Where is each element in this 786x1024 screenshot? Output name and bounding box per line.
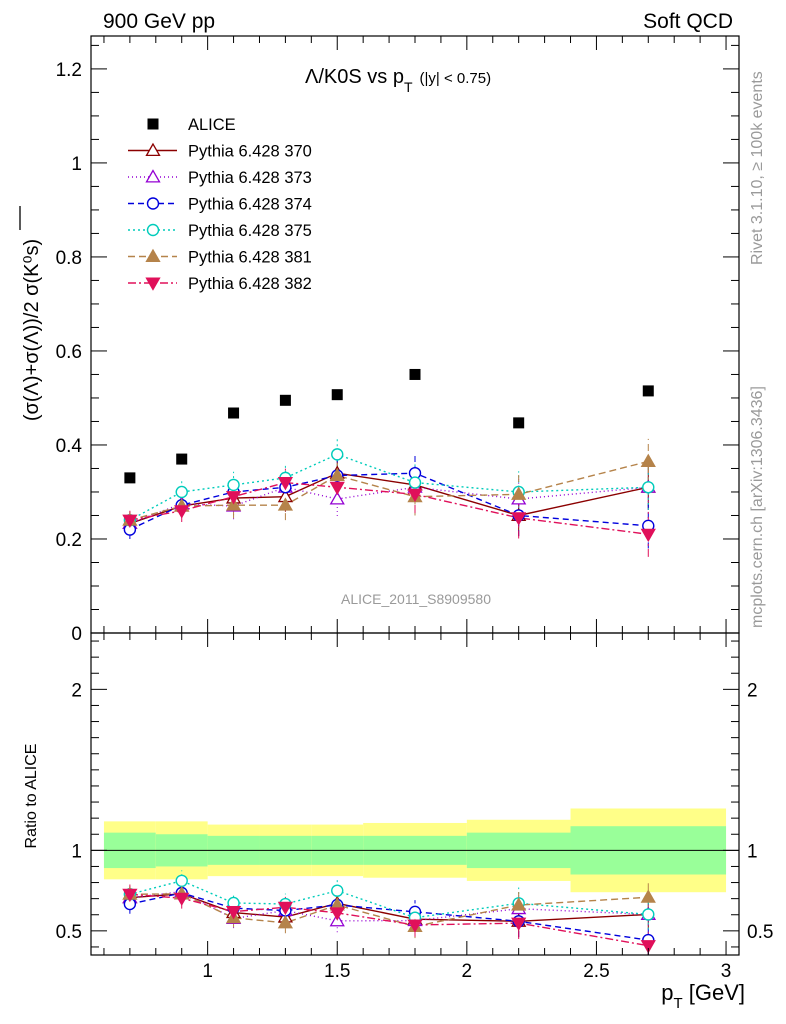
y-tick-label: 0.6: [56, 342, 82, 363]
series-marker: [227, 478, 240, 492]
x-tick-label: 1.5: [324, 961, 350, 982]
series-marker: [408, 476, 422, 489]
rivet-version-text: Rivet 3.1.10, ≥ 100k events: [749, 71, 766, 265]
x-tick-label: 3: [721, 961, 732, 982]
chart-title: Λ/K0S vs pT (|y| < 0.75): [305, 66, 491, 95]
ratio-series-line: [129, 893, 649, 928]
legend-label: Pythia 6.428 381: [188, 249, 312, 267]
y-tick-label: 1.2: [56, 60, 82, 81]
series-marker: [329, 491, 345, 505]
legend-marker: [147, 118, 159, 130]
ratio-marker: [511, 917, 527, 931]
ratio-marker: [329, 907, 345, 921]
series-marker: [407, 488, 423, 503]
legend-label: Pythia 6.428 382: [188, 275, 312, 293]
series-line: [129, 453, 649, 521]
ratio-y-tick-label: 1: [747, 841, 758, 862]
y-tick-label: 0.4: [56, 436, 83, 457]
series-marker: [329, 467, 345, 482]
ratio-marker: [225, 906, 242, 920]
mcplots-reference-text: mcplots.cern.ch [arXiv:1306.3436]: [749, 386, 766, 628]
legend-marker: [146, 223, 160, 237]
ratio-marker: [277, 901, 294, 916]
series-marker: [642, 481, 655, 494]
ratio-y-tick-label: 2: [747, 680, 758, 701]
legend-marker: [145, 142, 161, 157]
ratio-series-line: [129, 893, 649, 947]
ratio-marker: [122, 888, 138, 903]
ratio-marker: [407, 919, 423, 933]
data-point: [176, 453, 188, 465]
legend-label: Pythia 6.428 373: [188, 169, 312, 187]
ratio-marker: [331, 884, 344, 897]
data-point: [124, 472, 136, 484]
header-right: Soft QCD: [643, 10, 733, 33]
legend-marker: [145, 248, 161, 263]
ratio-marker: [277, 915, 294, 929]
legend-marker: [146, 197, 160, 210]
ratio-marker: [642, 908, 655, 921]
ratio-marker: [175, 874, 188, 888]
series-line: [129, 481, 649, 535]
series-marker: [640, 453, 656, 467]
series-marker: [277, 497, 294, 511]
data-point: [642, 385, 654, 397]
data-point: [228, 407, 240, 419]
series-line: [129, 486, 649, 525]
y-tick-label: 0.2: [56, 530, 82, 551]
x-tick-label: 2: [462, 961, 473, 982]
x-axis-label: pT [GeV]: [661, 980, 745, 1012]
data-point: [279, 394, 291, 406]
legend: ALICE Pythia 6.428 370 Pythia 6.428 373 Pyt…: [128, 116, 312, 293]
series-line: [129, 460, 649, 521]
ratio-marker: [174, 892, 190, 907]
ratio-marker: [640, 940, 656, 954]
data-point: [331, 389, 343, 401]
series-marker: [175, 485, 188, 499]
ratio-series-line: [129, 890, 649, 922]
legend-label: Pythia 6.428 375: [188, 222, 312, 240]
y-tick-label: 0.8: [56, 248, 82, 269]
ratio-series-line: [129, 893, 649, 923]
series-marker: [277, 477, 294, 491]
main-panel: [122, 368, 656, 557]
y-tick-label: 1: [71, 154, 82, 175]
data-point: [513, 417, 525, 429]
legend-marker: [145, 169, 161, 183]
legend-label: Pythia 6.428 370: [188, 143, 312, 161]
x-tick-label: 1: [202, 961, 213, 982]
x-tick-label: 2.5: [583, 961, 609, 982]
series-marker: [329, 481, 345, 496]
legend-marker: [145, 277, 161, 291]
ratio-y-tick-label: 1: [71, 841, 82, 862]
series-marker: [511, 486, 527, 500]
ratio-marker: [640, 889, 656, 903]
legend-label: Pythia 6.428 374: [188, 196, 312, 214]
y-tick-label: 0: [71, 624, 82, 645]
ratio-y-tick-label: 2: [71, 680, 82, 701]
ratio-panel: [91, 808, 739, 955]
legend-label: ALICE: [188, 116, 236, 134]
series-marker: [122, 514, 138, 528]
data-point: [409, 368, 421, 380]
y-axis-label: (σ(Λ)+σ(Λ))/2 σ(K⁰s): [21, 239, 43, 421]
series-marker: [640, 528, 656, 543]
series-marker: [225, 491, 242, 505]
ratio-y-tick-label: 0.5: [747, 922, 773, 943]
ratio-y-tick-label: 0.5: [56, 922, 82, 943]
series-marker: [331, 448, 344, 461]
ratio-y-axis-label: Ratio to ALICE: [23, 744, 40, 849]
series-marker: [511, 512, 527, 526]
ratio-series-line: [129, 892, 649, 941]
ratio-marker: [511, 897, 527, 911]
series-marker: [174, 505, 190, 519]
analysis-watermark: ALICE_2011_S8909580: [341, 591, 491, 607]
header-left: 900 GeV pp: [103, 10, 215, 33]
